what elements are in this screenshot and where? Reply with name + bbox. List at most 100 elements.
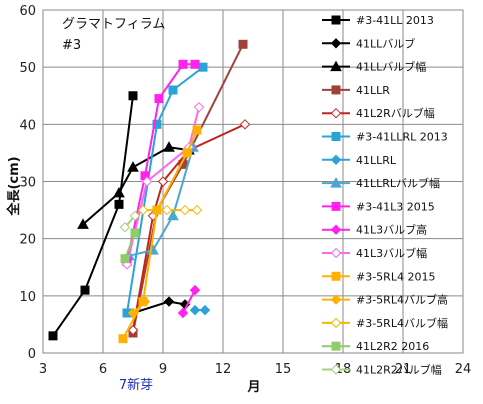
data-point bbox=[141, 176, 153, 187]
data-point bbox=[114, 199, 124, 209]
x-tick-label: 15 bbox=[275, 362, 292, 377]
x-tick-label: 24 bbox=[455, 362, 472, 377]
series-group bbox=[119, 210, 141, 233]
legend-item: 41LLバルブ幅 bbox=[322, 60, 426, 74]
legend-label: #3-5RL4 2015 bbox=[356, 270, 435, 283]
series-line bbox=[52, 95, 134, 337]
y-tick-label: 50 bbox=[19, 61, 36, 76]
legend-label: 41L2R2バルブ幅 bbox=[356, 363, 442, 377]
data-point bbox=[120, 254, 130, 264]
data-point bbox=[163, 296, 175, 307]
y-tick-label: 20 bbox=[19, 233, 36, 248]
legend-item: 41L3バルブ高 bbox=[322, 223, 427, 237]
grid bbox=[42, 9, 464, 354]
series-group bbox=[122, 62, 208, 318]
data-point bbox=[118, 334, 128, 344]
x-tick-label: 9 bbox=[159, 362, 167, 377]
series-line bbox=[128, 146, 194, 257]
legend-label: #3-41LLRL 2013 bbox=[356, 131, 448, 144]
data-point bbox=[152, 119, 162, 129]
y-tick-label: 0 bbox=[28, 347, 36, 362]
legend-marker bbox=[330, 38, 342, 49]
legend-label: 41L3バルブ幅 bbox=[356, 246, 427, 260]
series-group bbox=[177, 284, 201, 319]
legend: #3-41LL 2013 41LLバルブ 41LLバルブ幅 41LLR 41L2Rバルブ… bbox=[322, 14, 448, 377]
data-point bbox=[191, 204, 203, 216]
x-annotation: 7新芽 bbox=[119, 377, 153, 393]
data-point bbox=[139, 296, 151, 307]
data-point bbox=[48, 331, 58, 341]
data-point bbox=[113, 186, 125, 198]
legend-marker bbox=[331, 201, 341, 211]
annotation-title: グラマトフィラム bbox=[62, 17, 165, 32]
legend-item: 41L2R2バルブ幅 bbox=[322, 363, 442, 377]
data-point bbox=[239, 119, 251, 130]
legend-marker bbox=[330, 154, 342, 166]
data-point bbox=[168, 85, 178, 95]
x-tick-label: 12 bbox=[215, 362, 232, 377]
data-point bbox=[127, 307, 139, 319]
legend-item: #3-5RL4バルブ高 bbox=[322, 293, 448, 307]
series-group bbox=[120, 228, 140, 264]
legend-marker bbox=[330, 177, 342, 188]
legend-label: 41LLバルブ bbox=[356, 36, 415, 50]
legend-item: 41L2Rバルブ幅 bbox=[322, 106, 435, 120]
data-point bbox=[189, 304, 201, 316]
legend-item: 41LLRL bbox=[322, 154, 397, 167]
data-point bbox=[190, 59, 200, 69]
legend-item: #3-5RL4 2015 bbox=[322, 270, 435, 283]
legend-label: 41LLR bbox=[356, 84, 390, 97]
data-point bbox=[127, 324, 139, 336]
legend-label: #3-5RL4バルブ幅 bbox=[356, 316, 448, 330]
data-point bbox=[128, 91, 138, 101]
legend-label: 41LLバルブ幅 bbox=[356, 60, 426, 74]
data-point bbox=[163, 141, 175, 152]
y-axis-title: 全長(cm) bbox=[6, 156, 22, 216]
y-tick-label: 30 bbox=[19, 176, 36, 191]
y-tick-label: 40 bbox=[19, 118, 36, 133]
legend-marker bbox=[331, 132, 341, 141]
legend-marker bbox=[330, 317, 342, 329]
data-point bbox=[178, 59, 188, 69]
legend-label: #3-41L3 2015 bbox=[356, 200, 435, 213]
series-group bbox=[137, 204, 203, 216]
data-point bbox=[157, 176, 169, 187]
legend-item: #3-5RL4バルブ幅 bbox=[322, 316, 448, 330]
legend-marker bbox=[331, 341, 341, 351]
legend-marker bbox=[331, 271, 341, 281]
legend-item: 41L2R2 2016 bbox=[322, 340, 429, 353]
data-point bbox=[193, 101, 205, 113]
data-point bbox=[130, 228, 140, 238]
legend-item: 41LLRLバルブ幅 bbox=[322, 176, 440, 190]
legend-label: 41LLRL bbox=[356, 154, 397, 167]
legend-label: #3-41LL 2013 bbox=[356, 14, 434, 27]
series-line bbox=[126, 66, 204, 314]
legend-marker bbox=[330, 224, 342, 235]
legend-marker bbox=[331, 15, 341, 25]
data-point bbox=[154, 94, 164, 104]
y-tick-label: 10 bbox=[19, 290, 36, 305]
legend-label: 41L2R2 2016 bbox=[356, 340, 429, 353]
data-point bbox=[167, 209, 179, 221]
legend-label: 41L3バルブ高 bbox=[356, 223, 427, 237]
data-point bbox=[189, 284, 201, 296]
legend-label: 41L2Rバルブ幅 bbox=[356, 106, 435, 120]
series-line bbox=[132, 43, 244, 334]
data-point bbox=[119, 222, 131, 233]
data-point bbox=[182, 148, 192, 158]
legend-item: #3-41LLRL 2013 bbox=[322, 131, 448, 144]
x-tick-label: 3 bbox=[39, 362, 47, 377]
legend-marker bbox=[330, 247, 342, 259]
x-tick-label: 21 bbox=[395, 362, 412, 377]
legend-label: #3-5RL4バルブ高 bbox=[356, 293, 448, 307]
data-point bbox=[127, 161, 139, 172]
data-point bbox=[192, 125, 202, 135]
data-point bbox=[161, 204, 173, 216]
series-line bbox=[182, 289, 196, 314]
y-tick-label: 60 bbox=[19, 4, 36, 19]
legend-marker bbox=[330, 60, 342, 72]
data-point bbox=[179, 204, 191, 216]
data-point bbox=[137, 204, 149, 216]
